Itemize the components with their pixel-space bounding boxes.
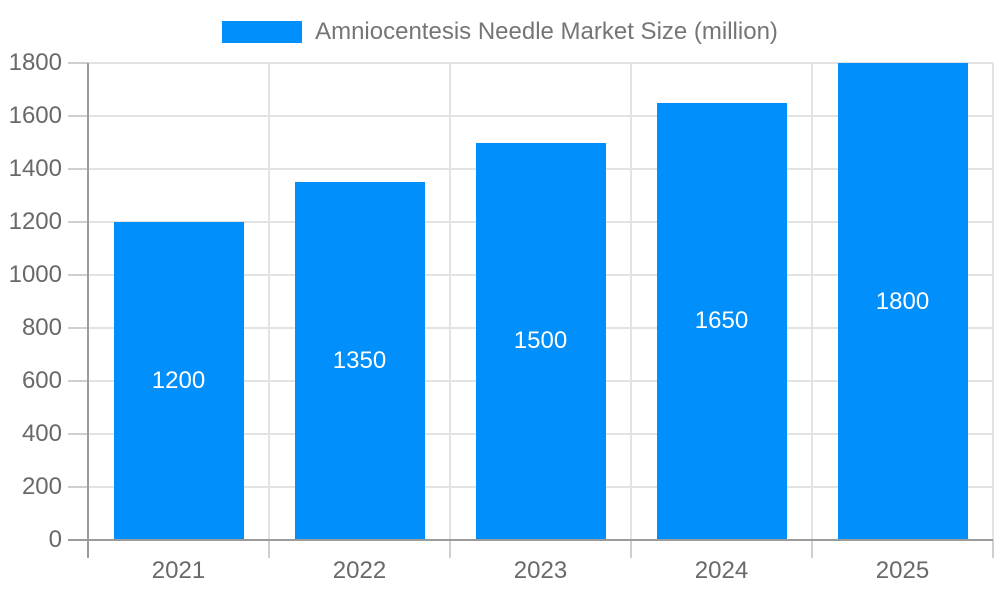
y-axis-tick: [68, 221, 88, 223]
y-axis-line: [87, 63, 89, 558]
y-tick-label: 600: [21, 367, 62, 394]
y-tick-label: 0: [48, 526, 62, 553]
y-axis-tick: [68, 274, 88, 276]
y-axis-tick: [68, 380, 88, 382]
bar-2025: 1800: [837, 63, 968, 540]
x-gridline: [449, 63, 451, 540]
y-axis-tick: [68, 327, 88, 329]
x-axis-tick: [268, 540, 270, 558]
x-gridline: [992, 63, 994, 540]
y-axis-tick: [68, 168, 88, 170]
legend-swatch: [222, 21, 303, 43]
y-tick-label: 1000: [8, 261, 62, 288]
y-tick-label: 1400: [8, 155, 62, 182]
x-axis-tick: [992, 540, 994, 558]
y-tick-label: 1800: [8, 49, 62, 76]
x-tick-label: 2024: [694, 557, 749, 584]
x-gridline: [268, 63, 270, 540]
y-axis-tick: [68, 486, 88, 488]
x-axis-tick: [811, 540, 813, 558]
y-tick-label: 1200: [8, 208, 62, 235]
bar-value-label: 1650: [694, 307, 749, 335]
bar-2021: 1200: [113, 222, 244, 540]
legend: Amniocentesis Needle Market Size (millio…: [0, 18, 1000, 45]
x-tick-label: 2021: [151, 557, 206, 584]
y-tick-label: 200: [21, 473, 62, 500]
bar-value-label: 1800: [875, 287, 930, 315]
y-gridline: [88, 62, 993, 64]
legend-label: Amniocentesis Needle Market Size (millio…: [315, 18, 778, 45]
x-axis-tick: [449, 540, 451, 558]
x-gridline: [811, 63, 813, 540]
bar-2022: 1350: [294, 182, 425, 540]
y-axis-tick: [68, 433, 88, 435]
x-tick-label: 2023: [513, 557, 568, 584]
bar-value-label: 1200: [151, 367, 206, 394]
bar-value-label: 1500: [513, 327, 568, 355]
y-tick-label: 1600: [8, 102, 62, 129]
y-axis-tick: [68, 62, 88, 64]
y-tick-label: 800: [21, 314, 62, 341]
x-gridline: [630, 63, 632, 540]
bar-2023: 1500: [475, 142, 606, 540]
y-axis-tick: [68, 115, 88, 117]
bar-2024: 1650: [656, 102, 787, 540]
y-gridline: [88, 115, 993, 117]
x-axis-tick: [630, 540, 632, 558]
x-tick-label: 2022: [332, 557, 387, 584]
y-tick-label: 400: [21, 420, 62, 447]
bar-value-label: 1350: [332, 347, 387, 375]
x-axis-line: [68, 539, 993, 541]
x-tick-label: 2025: [875, 557, 930, 584]
